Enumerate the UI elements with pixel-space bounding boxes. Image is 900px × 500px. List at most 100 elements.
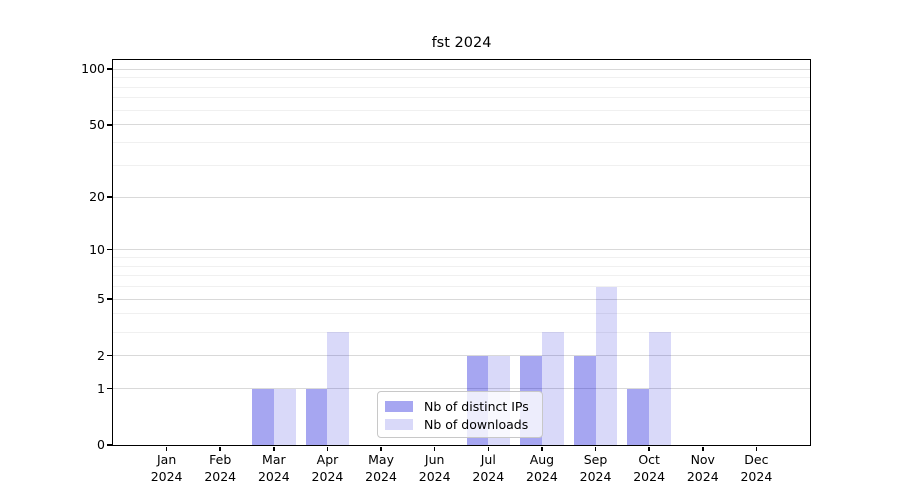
x-tick-month: Sep	[583, 452, 608, 467]
x-tick-year: 2024	[472, 468, 505, 484]
x-tick-mark	[594, 446, 597, 451]
bar-distinct-ips	[305, 388, 328, 445]
y-tick-mark	[106, 354, 112, 357]
gridline-minor	[113, 275, 810, 277]
x-tick-mark	[702, 446, 704, 451]
bar-distinct-ips	[252, 388, 274, 445]
y-tick-label: 50	[89, 116, 105, 132]
x-tick-label: Jun 2024	[405, 452, 465, 485]
y-tick-mark	[106, 196, 112, 198]
x-tick-mark	[755, 446, 758, 451]
x-tick-month: Dec	[744, 452, 769, 467]
bar-distinct-ips	[573, 355, 596, 445]
chart-title: fst 2024	[431, 35, 492, 51]
x-tick-mark	[380, 446, 382, 451]
x-tick-year: 2024	[257, 468, 290, 484]
bar-downloads	[273, 388, 296, 445]
gridline-major	[113, 68, 810, 70]
x-tick-month: May	[368, 452, 394, 467]
y-tick-label: 5	[97, 291, 105, 307]
gridline-major	[113, 298, 810, 300]
gridline-major	[113, 355, 810, 357]
x-tick-month: Oct	[638, 452, 660, 467]
gridline-minor	[113, 77, 810, 79]
y-tick-label: 1	[97, 380, 105, 396]
y-tick-label: 2	[97, 347, 105, 363]
x-tick-year: 2024	[150, 468, 183, 484]
x-tick-label: May 2024	[351, 452, 411, 485]
gridline-minor	[113, 313, 810, 315]
x-tick-label: Feb 2024	[190, 452, 250, 485]
x-tick-label: Jul 2024	[458, 452, 518, 485]
gridline-minor	[113, 265, 810, 267]
y-tick-mark	[106, 444, 112, 446]
y-tick-label: 10	[89, 241, 105, 257]
y-tick-mark	[106, 124, 112, 126]
legend-label-distinct-ips: Nb of distinct IPs	[424, 399, 529, 414]
x-tick-label: Apr 2024	[297, 452, 357, 485]
x-tick-year: 2024	[633, 468, 666, 484]
x-tick-year: 2024	[526, 468, 558, 484]
x-tick-year: 2024	[740, 468, 773, 484]
x-tick-month: Aug	[529, 452, 555, 467]
gridline-minor	[113, 109, 810, 111]
bar-downloads	[595, 286, 618, 445]
y-tick-mark	[106, 248, 112, 251]
y-tick-mark	[106, 387, 112, 390]
gridline-minor	[113, 257, 810, 258]
x-tick-mark	[648, 446, 650, 451]
x-tick-year: 2024	[204, 468, 237, 484]
x-tick-label: Nov 2024	[673, 452, 733, 485]
x-tick-month: Jun	[424, 452, 445, 467]
x-tick-mark	[326, 446, 329, 451]
x-tick-label: Aug 2024	[512, 452, 572, 485]
x-tick-month: Mar	[262, 452, 286, 467]
y-tick-label: 0	[97, 437, 105, 452]
y-tick-label: 20	[89, 189, 105, 205]
x-tick-label: Oct 2024	[619, 452, 679, 485]
x-tick-month: Feb	[209, 452, 232, 467]
bar-distinct-ips	[627, 388, 650, 445]
gridline-minor	[113, 331, 810, 333]
x-tick-label: Sep 2024	[566, 452, 626, 485]
legend-label-downloads: Nb of downloads	[424, 417, 529, 432]
x-tick-year: 2024	[579, 468, 612, 484]
gridline-minor	[113, 86, 810, 88]
x-tick-year: 2024	[365, 468, 397, 484]
x-tick-month: Jan	[156, 452, 177, 467]
bar-downloads	[541, 332, 564, 445]
gridline-minor	[113, 142, 810, 144]
x-tick-mark	[541, 446, 543, 451]
legend-swatch-distinct-ips	[385, 401, 413, 412]
x-tick-year: 2024	[418, 468, 451, 484]
x-tick-mark	[219, 446, 221, 451]
x-tick-label: Jan 2024	[137, 452, 197, 485]
x-tick-month: Apr	[316, 452, 339, 467]
gridline-major	[113, 196, 810, 198]
x-tick-mark	[487, 446, 490, 451]
gridline-major	[113, 388, 810, 390]
gridline-minor	[113, 97, 810, 99]
bar-downloads	[327, 332, 350, 445]
x-tick-mark	[273, 446, 275, 451]
plot-area	[111, 58, 811, 446]
legend-item-distinct-ips: Nb of distinct IPs	[385, 398, 542, 415]
gridline-major	[113, 124, 810, 126]
bar-downloads	[649, 332, 671, 445]
y-tick-mark	[106, 68, 112, 70]
x-tick-mark	[433, 446, 436, 451]
x-tick-label: Dec 2024	[726, 452, 786, 485]
legend-swatch-downloads	[385, 419, 413, 430]
x-tick-label: Mar 2024	[244, 452, 304, 485]
x-tick-year: 2024	[686, 468, 719, 484]
x-tick-month: Jul	[480, 452, 496, 467]
gridline-minor	[113, 286, 810, 288]
x-tick-mark	[165, 446, 168, 451]
gridline-minor	[113, 164, 810, 166]
x-tick-year: 2024	[311, 468, 344, 484]
legend-item-downloads: Nb of downloads	[385, 416, 542, 433]
y-tick-mark	[106, 298, 112, 300]
x-tick-month: Nov	[690, 452, 715, 467]
legend: Nb of distinct IPs Nb of downloads	[377, 391, 543, 438]
